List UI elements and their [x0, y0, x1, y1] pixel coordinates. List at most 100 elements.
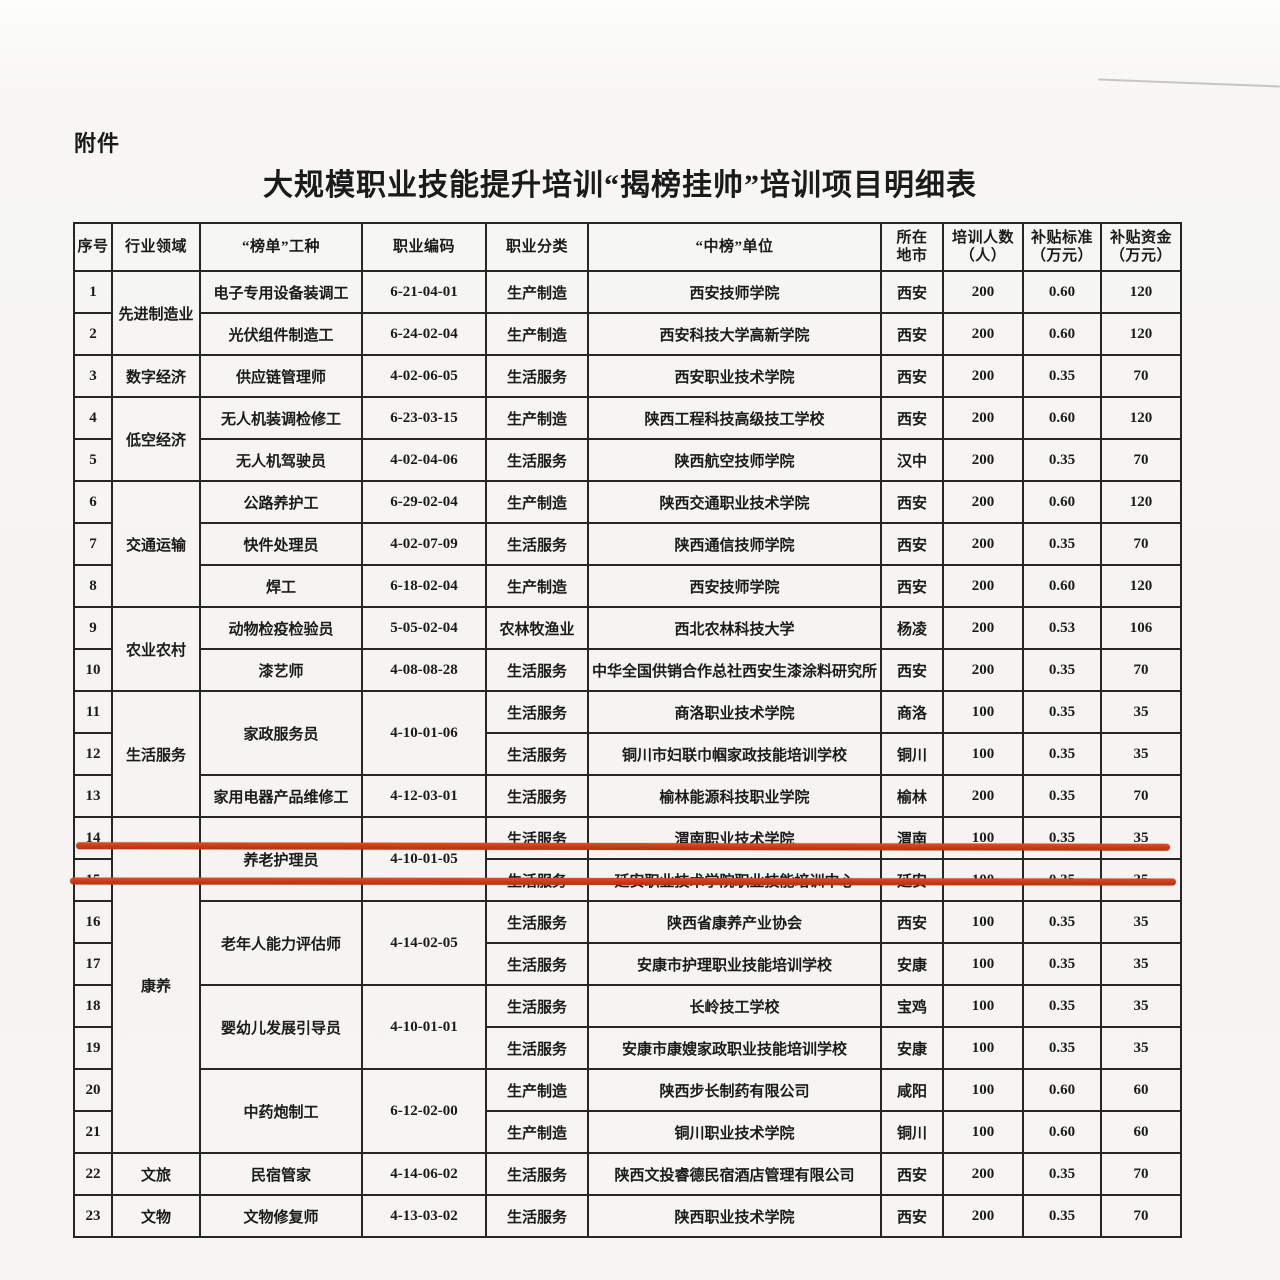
table-cell: 200: [942, 1152, 1024, 1196]
table-cell: 0.53: [1022, 606, 1102, 650]
table-cell: 14: [73, 816, 113, 860]
table-cell: 无人机驾驶员: [199, 438, 363, 482]
table-cell: 70: [1100, 522, 1182, 566]
table-cell: 6-18-02-04: [361, 564, 487, 608]
table-cell: 生产制造: [485, 1068, 589, 1112]
table-cell: 家用电器产品维修工: [199, 774, 363, 818]
table-cell: 生活服务: [111, 690, 201, 818]
table-cell: 6: [73, 480, 113, 524]
table-cell: 21: [73, 1110, 113, 1154]
table-cell: 陕西工程科技高级技工学校: [587, 396, 882, 440]
table-cell: 生活服务: [485, 438, 589, 482]
table-cell: 西安: [880, 522, 944, 566]
table-cell: 西安: [880, 1194, 944, 1238]
table-cell: 民宿管家: [199, 1152, 363, 1196]
table-cell: 4-08-08-28: [361, 648, 487, 692]
table-cell: 生活服务: [485, 900, 589, 944]
table-cell: 106: [1100, 606, 1182, 650]
table-cell: 35: [1100, 732, 1182, 776]
table-cell: 西安职业技术学院: [587, 354, 882, 398]
table-cell: 汉中: [880, 438, 944, 482]
column-header-code: 职业编码: [361, 222, 487, 272]
table-cell: 35: [1100, 690, 1182, 734]
table-cell: 西安: [880, 312, 944, 356]
table-cell: 生产制造: [485, 312, 589, 356]
column-header-unit: “中榜”单位: [587, 222, 882, 272]
table-cell: 200: [942, 606, 1024, 650]
training-projects-table: 序号 行业领域 “榜单”工种 职业编码 职业分类 “中榜”单位 所在 地市 培训…: [73, 222, 1182, 1238]
table-cell: 0.35: [1022, 732, 1102, 776]
table-cell: 4-10-01-06: [361, 690, 487, 776]
table-cell: 安康: [880, 1026, 944, 1070]
table-cell: 70: [1100, 438, 1182, 482]
table-cell: 22: [73, 1152, 113, 1196]
table-cell: 陕西步长制药有限公司: [587, 1068, 882, 1112]
table-row: 6 交通运输 公路养护工 6-29-02-04 生产制造 陕西交通职业技术学院 西安 200 0…: [73, 480, 1182, 608]
table-cell: 11: [73, 690, 113, 734]
table-cell: 200: [942, 312, 1024, 356]
table-cell: 西安技师学院: [587, 564, 882, 608]
table-row: 9 农业农村 动物检疫检验员 5-05-02-04 农林牧渔业 西北农林科技大学 杨凌 200…: [73, 606, 1182, 692]
table-cell: 100: [942, 1068, 1024, 1112]
table-cell: 200: [942, 438, 1024, 482]
table-cell: 生活服务: [485, 732, 589, 776]
table-cell: 婴幼儿发展引导员: [199, 984, 363, 1070]
table-cell: 6-12-02-00: [361, 1068, 487, 1154]
table-cell: 陕西文投睿德民宿酒店管理有限公司: [587, 1152, 882, 1196]
table-cell: 2: [73, 312, 113, 356]
paper-edge-artifact: [1098, 78, 1280, 88]
table-row: 23 文物 文物修复师 4-13-03-02 生活服务 陕西职业技术学院 西安 200 0.35…: [73, 1194, 1182, 1238]
table-cell: 铜川市妇联巾帼家政技能培训学校: [587, 732, 882, 776]
table-cell: 西安: [880, 396, 944, 440]
table-cell: 铜川职业技术学院: [587, 1110, 882, 1154]
table-cell: 中华全国供销合作总社西安生漆涂料研究所: [587, 648, 882, 692]
table-cell: 先进制造业: [111, 270, 201, 356]
table-cell: 0.35: [1022, 1194, 1102, 1238]
table-row: 5 无人机驾驶员 4-02-04-06 生活服务 陕西航空技师学院 汉中 200 0.35 70: [73, 438, 1182, 482]
table-row: 18 婴幼儿发展引导员 4-10-01-01 生活服务 长岭技工学校 宝鸡 100 0.35 3…: [73, 984, 1182, 1070]
table-cell: 0.35: [1022, 900, 1102, 944]
table-row: 7 快件处理员 4-02-07-09 生活服务 陕西通信技师学院 西安 200 0.35 70: [73, 522, 1182, 566]
table-cell: 100: [942, 1026, 1024, 1070]
table-cell: 6-24-02-04: [361, 312, 487, 356]
table-cell: 4-10-01-05: [361, 816, 487, 902]
table-cell: 西安: [880, 648, 944, 692]
table-cell: 200: [942, 564, 1024, 608]
table-body: 1 先进制造业 电子专用设备装调工 6-21-04-01 生产制造 西安技师学院 西安 200…: [73, 270, 1182, 1238]
table-row: 16 老年人能力评估师 4-14-02-05 生活服务 陕西省康养产业协会 西安 100 0.…: [73, 900, 1182, 986]
table-cell: 陕西省康养产业协会: [587, 900, 882, 944]
table-cell: 1: [73, 270, 113, 314]
table-cell: 0.35: [1022, 1152, 1102, 1196]
table-cell: 西安科技大学高新学院: [587, 312, 882, 356]
table-cell: 35: [1100, 816, 1182, 860]
table-cell: 4-14-02-05: [361, 900, 487, 986]
table-cell: 0.60: [1022, 396, 1102, 440]
table-cell: 文物修复师: [199, 1194, 363, 1238]
table-row: 20 中药炮制工 6-12-02-00 生产制造 陕西步长制药有限公司 咸阳 100 0.60…: [73, 1068, 1182, 1154]
table-cell: 100: [942, 816, 1024, 860]
table-row: 10 漆艺师 4-08-08-28 生活服务 中华全国供销合作总社西安生漆涂料研究所 西安…: [73, 648, 1182, 692]
table-cell: 12: [73, 732, 113, 776]
table-cell: 120: [1100, 480, 1182, 524]
table-cell: 19: [73, 1026, 113, 1070]
table-cell: 200: [942, 522, 1024, 566]
table-row: 22 文旅 民宿管家 4-14-06-02 生活服务 陕西文投睿德民宿酒店管理有限公司 西安…: [73, 1152, 1182, 1196]
table-cell: 35: [1100, 942, 1182, 986]
table-row: 1 先进制造业 电子专用设备装调工 6-21-04-01 生产制造 西安技师学院 西安 200…: [73, 270, 1182, 356]
table-cell: 榆林能源科技职业学院: [587, 774, 882, 818]
table-cell: 公路养护工: [199, 480, 363, 524]
table-cell: 生活服务: [485, 1152, 589, 1196]
table-cell: 200: [942, 396, 1024, 440]
table-cell: 13: [73, 774, 113, 818]
table-cell: 生产制造: [485, 1110, 589, 1154]
table-cell: 0.60: [1022, 312, 1102, 356]
table-cell: 0.35: [1022, 816, 1102, 860]
table-cell: 100: [942, 984, 1024, 1028]
table-cell: 漆艺师: [199, 648, 363, 692]
table-cell: 铜川: [880, 1110, 944, 1154]
table-cell: 西北农林科技大学: [587, 606, 882, 650]
table-cell: 宝鸡: [880, 984, 944, 1028]
table-row: 2 光伏组件制造工 6-24-02-04 生产制造 西安科技大学高新学院 西安 200 0.6…: [73, 312, 1182, 356]
table-cell: 生活服务: [485, 942, 589, 986]
table-cell: 0.35: [1022, 774, 1102, 818]
